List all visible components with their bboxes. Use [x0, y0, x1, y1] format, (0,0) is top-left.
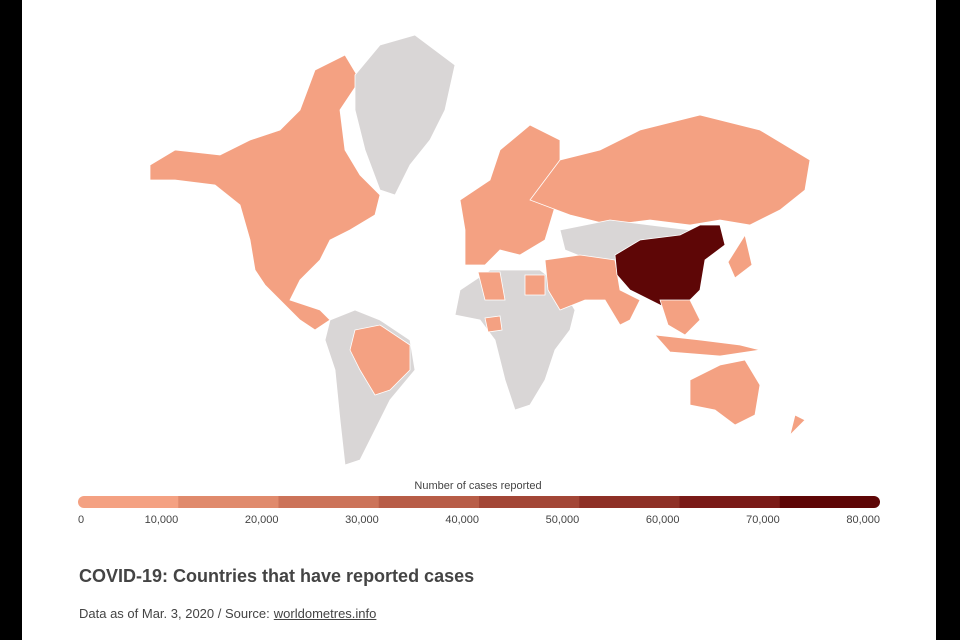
legend-tick-label: 20,000 [245, 514, 279, 526]
legend: 0 10,000 20,000 30,000 40,000 50,000 60,000 70,… [78, 496, 880, 526]
china [614, 224, 726, 311]
legend-tick-label: 50,000 [546, 514, 580, 526]
middle-east-india [544, 254, 641, 326]
source-link[interactable]: worldometres.info [273, 606, 377, 621]
legend-bin [78, 496, 179, 508]
greenland [354, 34, 456, 196]
new-zealand [789, 414, 806, 437]
legend-bin [579, 496, 680, 508]
japan [727, 233, 753, 279]
europe [459, 124, 561, 266]
legend-tick-label: 0 [78, 514, 84, 526]
nigeria [484, 315, 503, 333]
australia [689, 359, 761, 426]
legend-bin [378, 496, 480, 508]
legend-tick-label: 30,000 [345, 514, 379, 526]
chart-title: COVID-19: Countries that have reported c… [79, 566, 475, 586]
legend-title: Number of cases reported [414, 480, 541, 492]
russia [529, 114, 811, 226]
indonesia [654, 334, 761, 357]
legend-bin [479, 496, 580, 508]
legend-tick-label: 80,000 [846, 514, 880, 526]
southeast-asia [659, 299, 701, 336]
legend-tick-label: 40,000 [445, 514, 479, 526]
source-text: Data as of Mar. 3, 2020 / Source: [79, 606, 270, 621]
legend-bin [278, 496, 380, 508]
legend-bin [779, 496, 880, 508]
source-line: Data as of Mar. 3, 2020 / Source: worldom… [79, 606, 376, 621]
legend-tick-label: 70,000 [746, 514, 780, 526]
north-america [149, 54, 381, 331]
world-map: Number of cases reported 0 10,000 20,000 30… [78, 34, 880, 526]
legend-bin [679, 496, 781, 508]
legend-tick-label: 60,000 [646, 514, 680, 526]
legend-bin [178, 496, 279, 508]
countries [149, 34, 811, 466]
chart-panel: Number of cases reported 0 10,000 20,000 30… [22, 0, 936, 640]
legend-tick-label: 10,000 [145, 514, 179, 526]
egypt [524, 274, 546, 296]
brazil [349, 324, 411, 396]
algeria [477, 271, 506, 301]
